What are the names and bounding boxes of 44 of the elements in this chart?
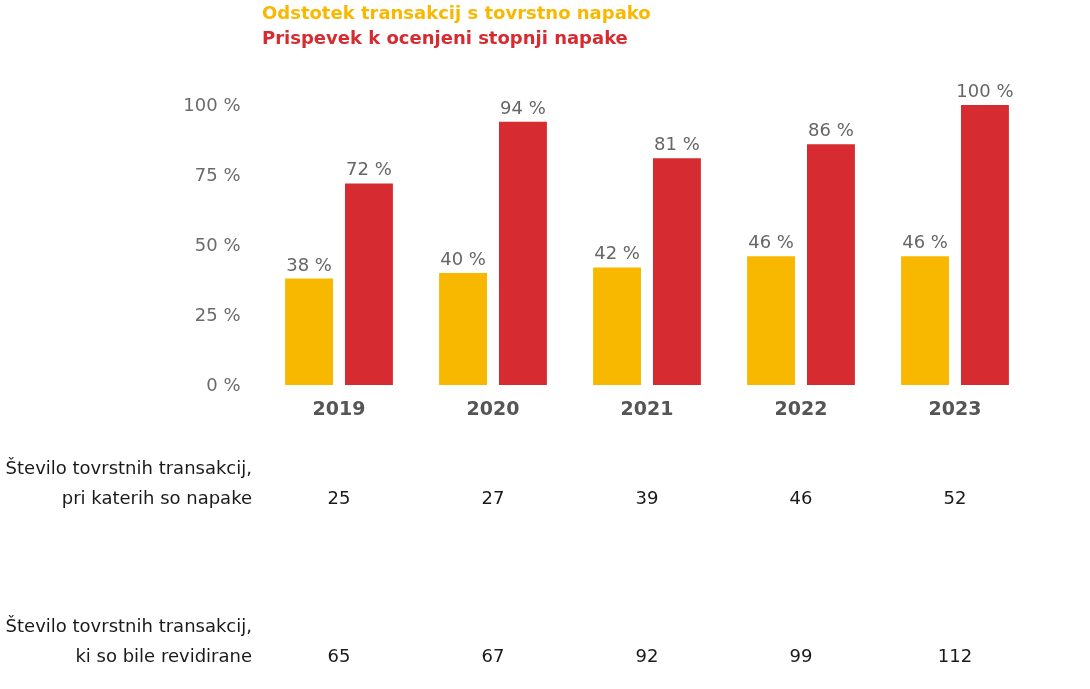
data-label: 46 % (902, 231, 948, 253)
data-label: 81 % (654, 133, 700, 155)
y-tick-label: 50 % (194, 233, 241, 255)
y-tick-label: 0 % (206, 373, 241, 395)
data-label: 42 % (594, 242, 640, 264)
data-label: 46 (789, 487, 813, 508)
x-tick-label: 2019 (312, 396, 366, 419)
data-label: 46 % (748, 231, 794, 253)
data-label: 67 (481, 645, 505, 666)
data-label: 112 (937, 645, 973, 666)
bar (593, 267, 642, 385)
bar (747, 256, 796, 385)
bar (652, 158, 701, 385)
y-tick-label: 100 % (183, 93, 241, 115)
bar (439, 273, 488, 385)
data-label: 27 (481, 487, 505, 508)
data-label: 52 (943, 487, 967, 508)
bar (806, 144, 855, 385)
x-tick-label: 2020 (466, 396, 520, 419)
x-tick-label: 2021 (620, 396, 674, 419)
text: Odstotek transakcij s tovrstno napako (262, 2, 651, 23)
bar (901, 256, 950, 385)
bar (960, 105, 1009, 385)
y-tick-label: 75 % (194, 163, 241, 185)
data-label: 40 % (440, 248, 486, 269)
data-label: 39 (635, 487, 659, 508)
y-tick-label: Število tovrstnih transakcij, pri katerih so napake (5, 457, 252, 508)
data-label: 100 % (956, 80, 1014, 101)
bar (344, 183, 393, 385)
data-label: 86 % (808, 119, 854, 141)
data-label: 25 (327, 487, 351, 508)
y-tick-label: 25 % (194, 303, 241, 325)
data-label: 94 % (500, 96, 546, 118)
data-label: 72 % (346, 158, 392, 180)
data-label: 99 (789, 645, 813, 666)
bar (285, 278, 334, 385)
x-tick-label: 2022 (774, 396, 828, 419)
data-label: 92 (635, 645, 659, 666)
data-label: 38 % (286, 253, 332, 275)
x-tick-label: 2023 (928, 396, 982, 419)
y-tick-label: Število tovrstnih transakcij, ki so bile revidirane (5, 615, 252, 666)
data-label: 65 (327, 645, 351, 666)
text: Prispevek k ocenjeni stopnji napake (262, 27, 628, 48)
bar (498, 121, 547, 385)
